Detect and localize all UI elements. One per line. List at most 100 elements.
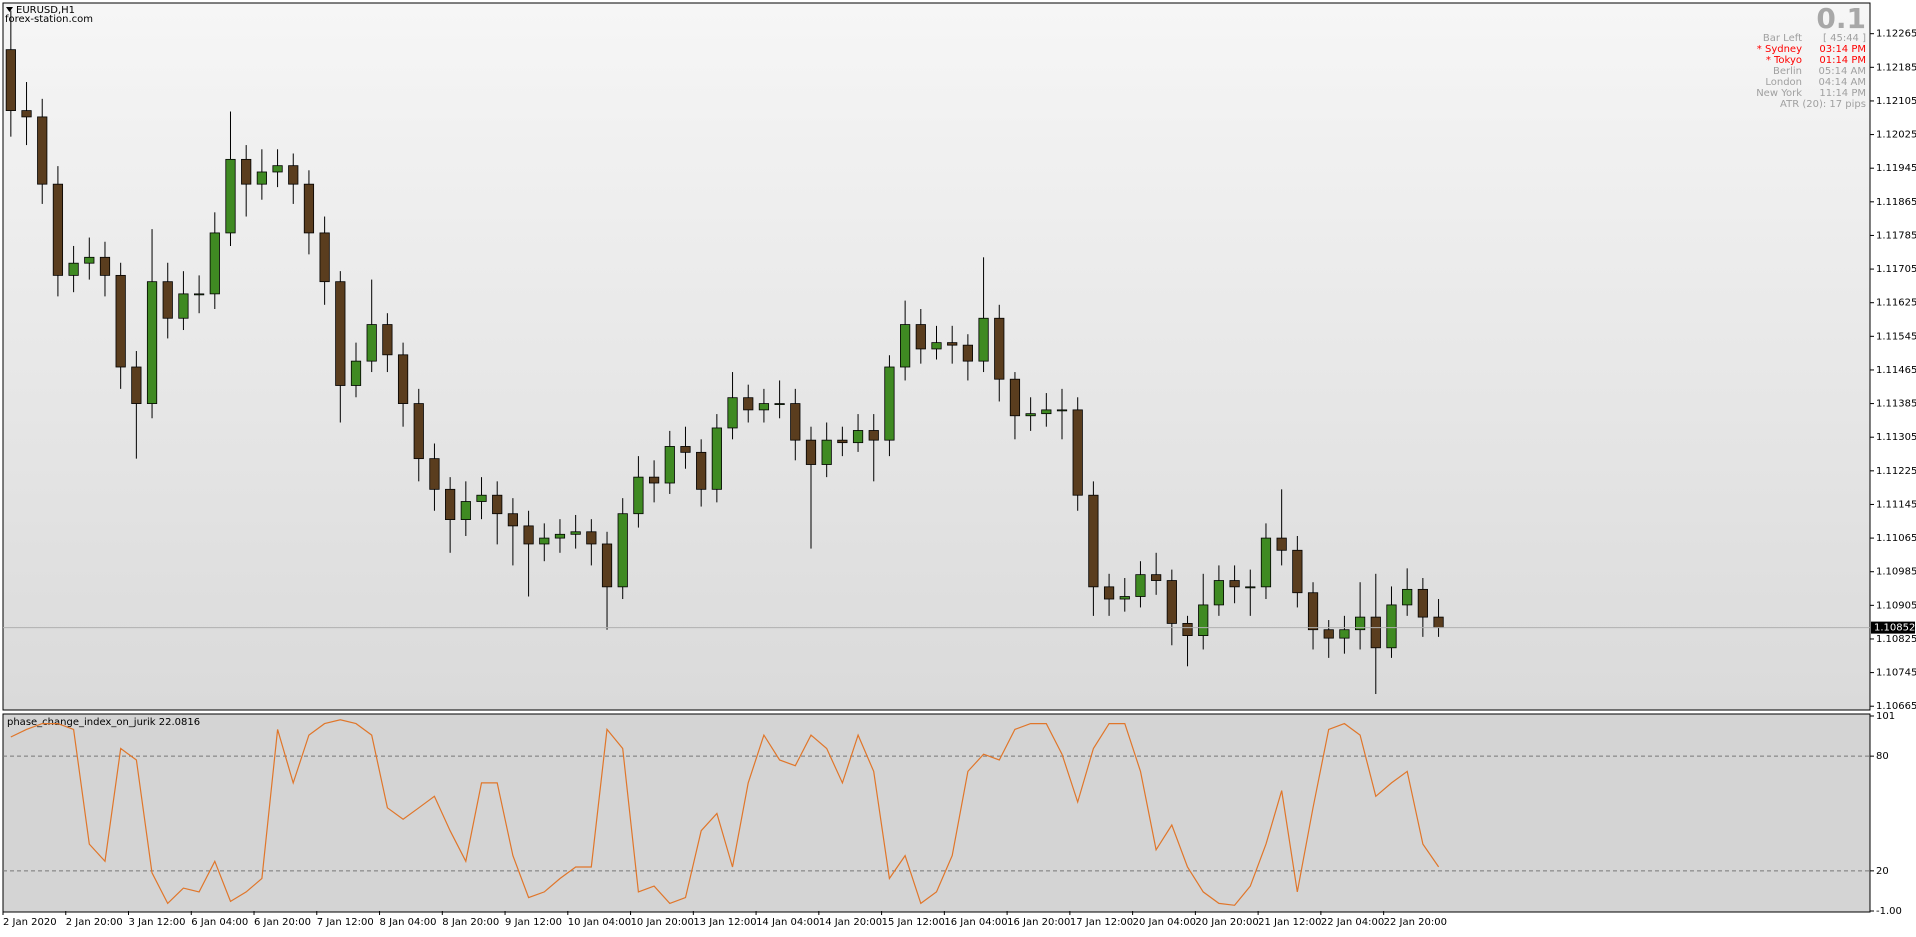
x-tick-label: 8 Jan 04:00: [380, 917, 437, 928]
candle-body: [1135, 574, 1146, 597]
candle-body: [852, 430, 864, 444]
candle-body: [84, 256, 95, 264]
candle-body: [1276, 537, 1287, 551]
candle-body: [1213, 580, 1225, 606]
x-tick-label: 16 Jan 04:00: [944, 917, 1007, 928]
y-tick-label: 1.12105: [1876, 96, 1916, 107]
x-tick-label: 22 Jan 04:00: [1321, 917, 1384, 928]
x-tick-label: 17 Jan 12:00: [1070, 917, 1133, 928]
x-tick-label: 6 Jan 04:00: [191, 917, 248, 928]
indicator-value: 22.0816: [159, 717, 200, 728]
candle-body: [790, 403, 801, 441]
x-tick-label: 8 Jan 20:00: [442, 917, 499, 928]
x-tick-label: 2 Jan 20:00: [66, 917, 123, 928]
candle-body: [366, 324, 377, 362]
candle-body: [1025, 413, 1036, 417]
indicator-line: [10, 719, 1440, 906]
candle-body: [994, 317, 1005, 380]
info-time: 01:14 PM: [1819, 55, 1866, 66]
x-tick-label: 2 Jan 2020: [3, 917, 57, 928]
candle-body: [978, 317, 989, 362]
candle-body: [1370, 616, 1381, 649]
candle-body: [962, 344, 973, 362]
info-time: [ 45:44 ]: [1823, 33, 1866, 44]
candle-body: [1151, 574, 1162, 581]
candle-body: [1339, 629, 1350, 639]
info-label: London: [1765, 77, 1802, 88]
current-price-label: 1.10852: [1874, 623, 1915, 634]
candle-body: [570, 531, 581, 535]
x-tick-label: 14 Jan 04:00: [756, 917, 819, 928]
info-time: 05:14 AM: [1819, 66, 1866, 77]
x-tick-label: 16 Jan 20:00: [1007, 917, 1070, 928]
candle-body: [476, 494, 487, 502]
x-tick-label: 3 Jan 12:00: [129, 917, 186, 928]
candle-body: [664, 446, 675, 484]
y-tick-label: 1.10825: [1876, 634, 1916, 645]
candle-body: [758, 403, 770, 411]
candle-body: [931, 342, 942, 350]
x-tick-label: 9 Jan 12:00: [505, 917, 562, 928]
candle-body: [1166, 580, 1177, 624]
candle-body: [37, 116, 48, 185]
candle-body: [429, 458, 440, 490]
candle-body: [805, 439, 817, 465]
candle-body: [131, 366, 142, 404]
candle-body: [460, 501, 471, 520]
candle-body: [241, 158, 252, 185]
candle-body: [5, 49, 16, 112]
candle-body: [868, 430, 879, 441]
x-tick-label: 20 Jan 04:00: [1133, 917, 1196, 928]
candle-body: [680, 446, 691, 453]
y-tick-label: 1.11465: [1876, 365, 1916, 376]
candle-body: [1119, 596, 1130, 600]
candle-body: [52, 183, 64, 276]
candle-body: [1182, 623, 1193, 637]
candle-body: [539, 537, 550, 545]
candle-body: [382, 324, 393, 356]
candle-body: [319, 232, 330, 283]
y-tick-label: 1.11305: [1876, 432, 1916, 443]
x-tick-label: 10 Jan 04:00: [568, 917, 631, 928]
candle-body: [225, 158, 236, 234]
info-label: Berlin: [1773, 66, 1802, 77]
candle-body: [1229, 580, 1240, 588]
x-tick-label: 15 Jan 12:00: [882, 917, 945, 928]
y-tick-label: 1.11145: [1876, 499, 1916, 510]
indicator-name: phase_change_index_on_jurik: [7, 717, 156, 728]
candle-body: [1402, 588, 1413, 606]
candle-body: [21, 110, 32, 118]
candle-body: [554, 533, 566, 539]
candle-body: [1433, 616, 1444, 629]
candle-body: [492, 494, 503, 515]
info-label: Bar Left: [1763, 33, 1802, 44]
y-tick-label: 1.11545: [1876, 331, 1916, 342]
y-tick-label: 1.10745: [1876, 668, 1916, 679]
candle-body: [1072, 409, 1083, 496]
y-tick-label: 1.10905: [1876, 600, 1916, 611]
x-tick-label: 22 Jan 20:00: [1384, 917, 1447, 928]
x-tick-label: 14 Jan 20:00: [819, 917, 882, 928]
symbol-dropdown[interactable]: [6, 7, 13, 12]
y-tick-label: 101: [1876, 711, 1895, 722]
y-tick-label: 1.11945: [1876, 163, 1916, 174]
candle-body: [947, 342, 958, 346]
candle-body: [774, 403, 785, 405]
candle-body: [711, 427, 722, 490]
candle-body: [837, 439, 848, 444]
candle-body: [915, 324, 926, 350]
symbol-title: EURUSD,H1: [16, 5, 75, 16]
candle-body: [256, 171, 267, 185]
y-tick-label: 1.11785: [1876, 230, 1916, 241]
y-tick-label: 20: [1876, 866, 1889, 877]
candle-body: [1307, 592, 1319, 631]
candle-body: [507, 513, 519, 527]
x-tick-label: 20 Jan 20:00: [1195, 917, 1258, 928]
y-tick-label: 1.12265: [1876, 29, 1916, 40]
candle-body: [900, 324, 911, 368]
y-tick-label: 1.10985: [1876, 567, 1916, 578]
candle-body: [335, 281, 346, 386]
candle-body: [648, 476, 660, 484]
